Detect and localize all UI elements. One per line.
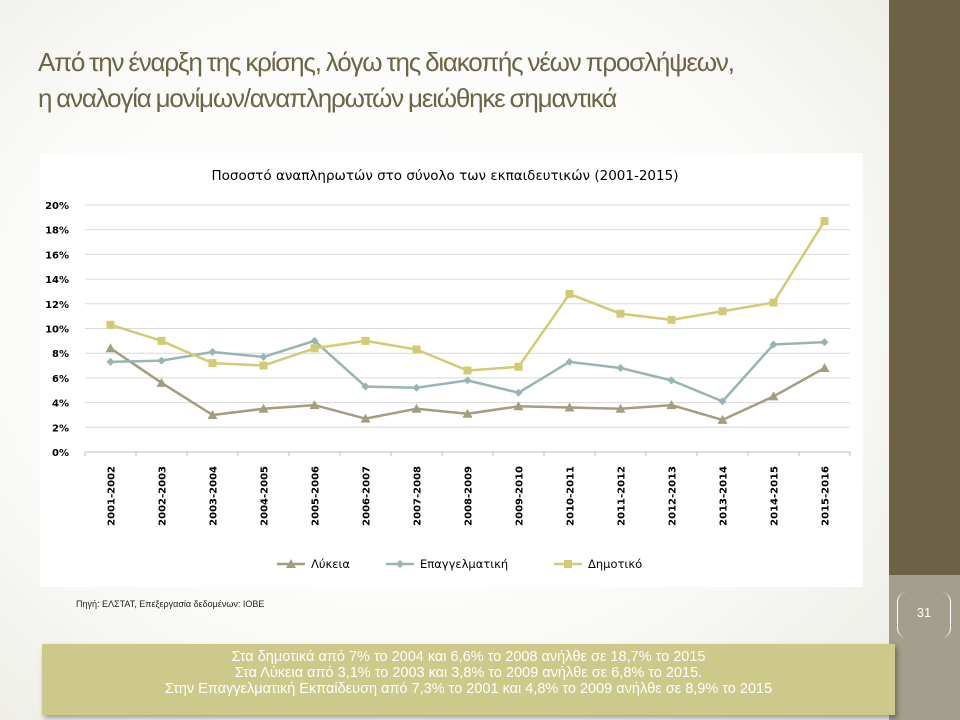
data-point-diamond [157, 356, 166, 365]
data-point-square [310, 344, 319, 353]
data-point-triangle [258, 403, 269, 413]
data-point-triangle [666, 400, 677, 410]
data-point-triangle [615, 403, 626, 413]
data-point-diamond [514, 388, 523, 397]
data-point-triangle [513, 401, 524, 411]
data-point-square [616, 309, 625, 318]
data-point-square [820, 217, 829, 226]
data-point-triangle [462, 408, 473, 418]
legend-marker-square [564, 560, 572, 568]
x-tick-label: 2007-2008 [413, 466, 424, 526]
summary-box: Στα δημοτικά από 7% το 2004 και 6,6% το … [42, 644, 895, 715]
y-tick-label: 10% [45, 325, 69, 336]
x-tick-label: 2013-2014 [719, 466, 730, 526]
x-tick-label: 2010-2011 [566, 466, 577, 526]
x-tick-label: 2005-2006 [311, 466, 322, 526]
y-tick-label: 2% [52, 423, 69, 434]
y-tick-label: 0% [52, 448, 69, 459]
data-point-diamond [616, 364, 625, 373]
data-point-diamond [718, 397, 727, 406]
x-tick-label: 2014-2015 [770, 466, 781, 526]
page-number: 31 [916, 605, 932, 620]
data-point-triangle [819, 363, 830, 373]
x-tick-label: 2002-2003 [158, 466, 169, 526]
data-point-diamond [106, 357, 115, 366]
data-point-triangle [717, 414, 728, 424]
data-point-triangle [309, 400, 320, 410]
data-point-triangle [360, 413, 371, 423]
data-point-square [106, 320, 115, 329]
series-line-square [110, 220, 826, 372]
x-tick-label: 2012-2013 [668, 466, 679, 526]
summary-line-3: Στην Επαγγελματική Εκπαίδευση από 7,3% τ… [164, 681, 773, 697]
data-point-triangle [411, 403, 422, 413]
data-point-diamond [208, 347, 217, 356]
x-tick-label: 2006-2007 [362, 466, 373, 526]
summary-line-2: Στα Λύκεια από 3,1% το 2003 και 3,8% το … [234, 665, 703, 681]
data-point-square [259, 361, 268, 370]
y-tick-label: 18% [45, 226, 69, 237]
data-point-diamond [769, 340, 778, 349]
data-point-square [412, 345, 421, 354]
x-tick-label: 2008-2009 [464, 466, 475, 526]
legend-marker-diamond [396, 560, 404, 568]
data-point-square [361, 336, 370, 345]
source-note: Πηγή: ΕΛΣΤΑΤ, Επεξεργασία δεδομένων: ΙΟΒ… [76, 599, 265, 609]
data-point-square [718, 307, 727, 316]
page-number-badge: 31 [897, 592, 951, 638]
data-point-diamond [667, 376, 676, 385]
slide-title-line-1: Από την έναρξη της κρίσης, λόγω της διακ… [38, 47, 735, 77]
y-tick-label: 20% [45, 201, 69, 212]
y-tick-label: 8% [52, 349, 69, 360]
data-point-diamond [820, 338, 829, 347]
x-tick-label: 2004-2005 [260, 466, 271, 526]
data-point-square [565, 289, 574, 298]
data-point-square [514, 362, 523, 371]
data-point-square [157, 336, 166, 345]
x-tick-label: 2001-2002 [107, 466, 118, 526]
x-tick-label: 2003-2004 [209, 466, 220, 526]
data-point-diamond [259, 352, 268, 361]
y-tick-label: 14% [45, 275, 69, 286]
x-tick-label: 2011-2012 [617, 466, 628, 526]
data-point-triangle [207, 409, 218, 419]
data-point-triangle [105, 343, 116, 353]
data-point-triangle [156, 377, 167, 387]
legend-label-diamond: Επαγγελματική [420, 557, 508, 571]
slide-title: Από την έναρξη της κρίσης, λόγω της διακ… [38, 44, 883, 116]
data-point-square [667, 315, 676, 324]
data-point-square [769, 298, 778, 307]
x-tick-label: 2009-2010 [515, 466, 526, 526]
y-tick-label: 6% [52, 374, 69, 385]
legend-label-square: Δημοτικό [588, 557, 642, 571]
y-tick-label: 4% [52, 399, 69, 410]
slide-title-line-2: η αναλογία μονίμων/αναπληρωτών μειώθηκε … [38, 83, 617, 113]
line-chart: Ποσοστό αναπληρωτών στο σύνολο των εκπαι… [45, 168, 851, 571]
legend-marker-triangle [286, 559, 296, 568]
data-point-diamond [310, 336, 319, 345]
legend-label-triangle: Λύκεια [311, 557, 350, 571]
data-point-triangle [768, 391, 779, 401]
x-tick-label: 2015-2016 [821, 466, 832, 526]
data-point-square [463, 366, 472, 375]
y-tick-label: 16% [45, 250, 69, 261]
data-point-diamond [361, 382, 370, 391]
data-point-diamond [463, 376, 472, 385]
y-tick-label: 12% [45, 300, 69, 311]
data-point-diamond [565, 357, 574, 366]
chart-title: Ποσοστό αναπληρωτών στο σύνολο των εκπαι… [212, 168, 679, 184]
data-point-triangle [564, 402, 575, 412]
summary-line-1: Στα δημοτικά από 7% το 2004 και 6,6% το … [231, 649, 706, 665]
data-point-square [208, 359, 217, 368]
data-point-diamond [412, 383, 421, 392]
chart-area: Ποσοστό αναπληρωτών στο σύνολο των εκπαι… [40, 153, 863, 587]
